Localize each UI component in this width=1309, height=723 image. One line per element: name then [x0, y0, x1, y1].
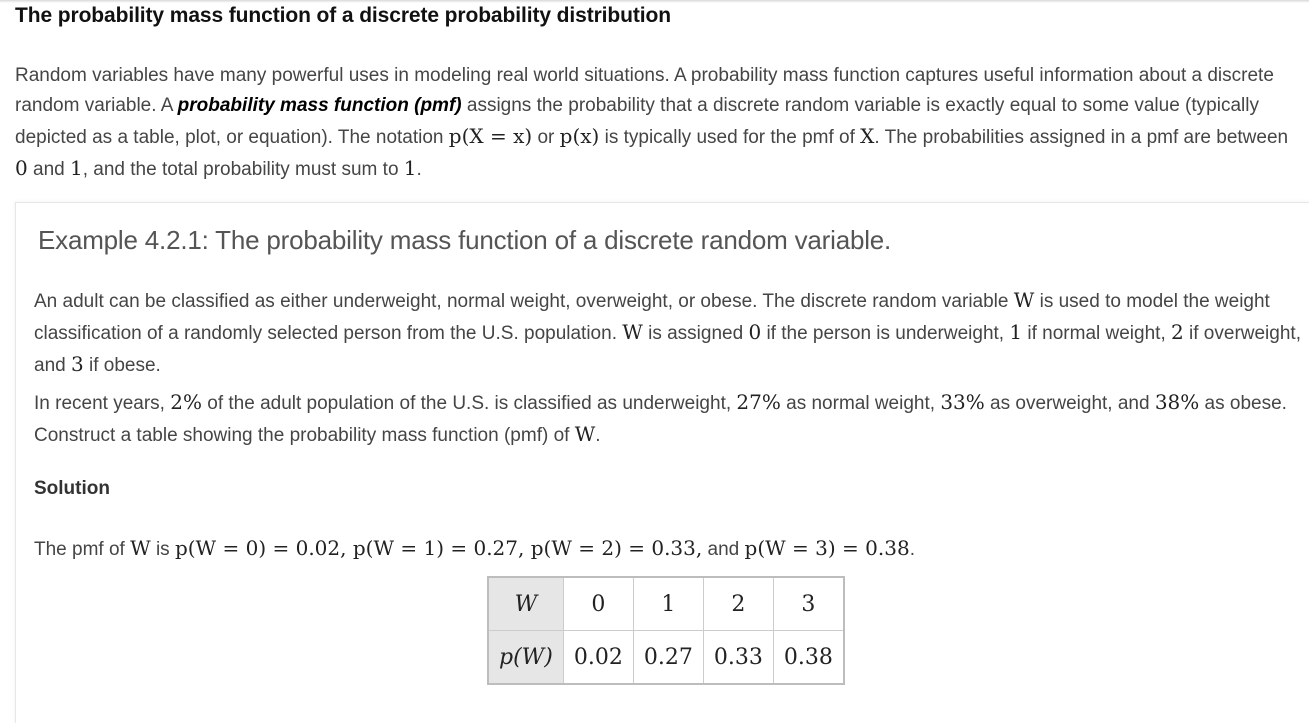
example-text: as overweight, and [984, 393, 1155, 414]
solution-text: The pmf of [34, 539, 131, 560]
math-number: 0 [15, 156, 28, 180]
example-text: if obese. [83, 355, 161, 376]
example-title: Example 4.2.1: The probability mass func… [38, 225, 892, 255]
table-cell: 0 [562, 576, 634, 631]
section-title: The probability mass function of a discr… [15, 4, 671, 27]
example-text: is used to model the weight classificati… [34, 291, 1270, 344]
solution-paragraph: The pmf of W is p(W = 0) = 0.02, p(W = 1… [34, 533, 1306, 565]
table-cell: 2 [702, 576, 774, 631]
math-percent: 27% [736, 390, 781, 414]
top-divider [0, 0, 1309, 3]
intro-text: or [532, 127, 560, 148]
table-cell: 0.33 [702, 630, 774, 685]
intro-text: Random variables have many powerful uses… [15, 65, 1274, 116]
example-text: as normal weight, [780, 393, 941, 414]
table-header-cell: p(W) [487, 630, 564, 685]
example-text: if overweight, and [34, 323, 1301, 376]
intro-text: . The probabilities assigned in a pmf ar… [874, 127, 1289, 148]
math-equation: p(W = 3) = 0.38 [744, 536, 910, 560]
math-number: 1 [1009, 320, 1023, 344]
table-cell: 3 [772, 576, 845, 631]
intro-text: , and the total probability must sum to [82, 159, 404, 180]
example-text: if normal weight, [1022, 323, 1172, 344]
math-notation: p(x) [559, 124, 600, 148]
example-box: Example 4.2.1: The probability mass func… [15, 202, 1309, 723]
solution-text: is [150, 539, 175, 560]
math-variable: W [622, 320, 643, 344]
math-variable: X [860, 124, 875, 148]
table-header-cell: W [487, 576, 564, 631]
intro-text: and [27, 159, 70, 180]
math-percent: 2% [170, 390, 202, 414]
solution-text: . [909, 539, 915, 560]
pmf-table: W 0 1 2 3 p(W) 0.02 0.27 0.33 0.38 [487, 576, 845, 685]
math-equation: p(W = 0) = 0.02, p(W = 1) = 0.27, p(W = … [174, 536, 703, 560]
math-percent: 38% [1154, 390, 1200, 414]
math-number: 1 [403, 156, 417, 180]
example-text: In recent years, [34, 393, 171, 414]
math-number: 3 [70, 352, 84, 376]
math-percent: 33% [940, 390, 985, 414]
solution-label: Solution [34, 478, 110, 499]
example-text: . [595, 425, 601, 446]
table-cell: 1 [632, 576, 704, 631]
pmf-term: probability mass function (pmf) [177, 95, 462, 116]
solution-text: and [702, 539, 745, 560]
table-cell: 0.02 [562, 630, 634, 685]
example-paragraph-2: In recent years, 2% of the adult populat… [34, 387, 1306, 451]
table-row: p(W) 0.02 0.27 0.33 0.38 [487, 630, 845, 685]
table-row: W 0 1 2 3 [487, 576, 845, 631]
intro-text: is typically used for the pmf of [599, 127, 861, 148]
example-paragraph-1: An adult can be classified as either und… [34, 285, 1306, 381]
math-number: 0 [748, 320, 762, 344]
math-number: 1 [70, 156, 83, 180]
math-notation: p(X = x) [448, 124, 533, 148]
example-text: if the person is underweight, [761, 323, 1010, 344]
example-text: An adult can be classified as either und… [34, 291, 1014, 312]
math-variable: W [130, 536, 151, 560]
intro-text: . [416, 159, 422, 180]
math-number: 2 [1171, 320, 1184, 344]
intro-text: assigns the probability that a discrete … [15, 95, 1259, 148]
math-variable: W [574, 422, 596, 446]
example-text: is assigned [642, 323, 749, 344]
table-cell: 0.27 [632, 630, 704, 685]
example-text: as obese. Construct a table showing the … [34, 393, 1287, 446]
example-text: of the adult population of the U.S. is c… [201, 393, 737, 414]
table-cell: 0.38 [772, 630, 845, 685]
math-variable: W [1013, 288, 1035, 312]
intro-paragraph: Random variables have many powerful uses… [15, 61, 1305, 185]
